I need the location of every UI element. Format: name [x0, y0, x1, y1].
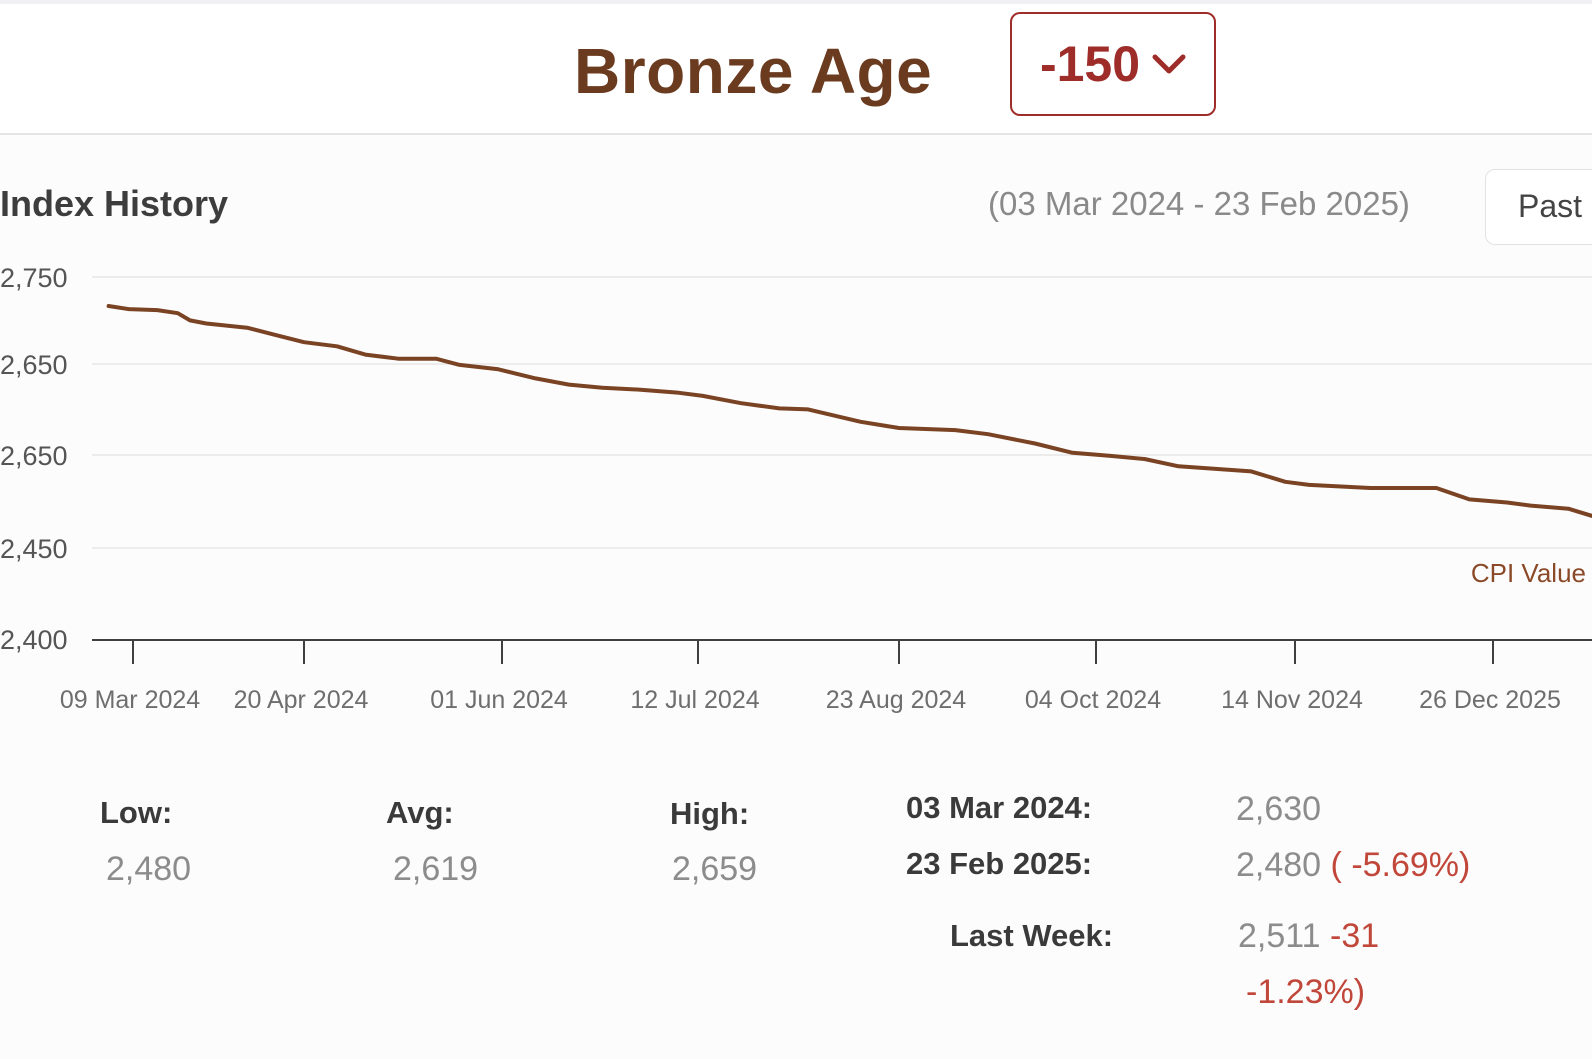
low-value: 2,480 [106, 850, 192, 888]
x-tick-label: 26 Dec 2025 [1419, 686, 1561, 714]
end-change: ( -5.69%) [1330, 846, 1471, 884]
page-title: Bronze Age [574, 35, 933, 107]
last-week-row: 2,511 -31 [1238, 917, 1379, 956]
y-tick-label: 2,650 [0, 350, 68, 380]
period-select-button[interactable]: Past [1485, 169, 1592, 245]
header-divider [0, 133, 1592, 135]
y-tick-label: 2,450 [0, 534, 68, 564]
y-tick-label: 2,750 [0, 263, 68, 293]
low-label: Low: [100, 795, 173, 830]
high-label: High: [670, 796, 750, 831]
avg-label: Avg: [386, 795, 454, 830]
series-label: CPI Value [1471, 558, 1586, 588]
x-tick-label: 12 Jul 2024 [630, 686, 759, 714]
x-tick-label: 09 Mar 2024 [60, 686, 200, 714]
date-range: (03 Mar 2024 - 23 Feb 2025) [988, 185, 1410, 222]
last-week-label: Last Week: [950, 918, 1114, 953]
start-date-label: 03 Mar 2024: [906, 790, 1093, 825]
start-value: 2,630 [1236, 790, 1322, 828]
header [0, 4, 1592, 134]
last-week-change: -31 [1330, 917, 1380, 955]
x-tick-label: 14 Nov 2024 [1221, 686, 1363, 714]
y-tick-label: 2,650 [0, 441, 68, 471]
top-edge [0, 0, 1592, 4]
chevron-down-icon [1152, 54, 1186, 74]
y-tick-label: 2,400 [0, 625, 68, 655]
last-week-percent: -1.23%) [1246, 973, 1366, 1011]
change-value: -150 [1039, 36, 1141, 92]
x-tick-label: 20 Apr 2024 [234, 686, 369, 714]
x-tick-label: 01 Jun 2024 [430, 686, 568, 714]
change-dropdown-button[interactable]: -150 [1010, 12, 1216, 116]
last-week-value: 2,511 [1238, 917, 1321, 955]
index-history-chart: 2,750 2,650 2,650 2,450 2,400 09 Mar 2024 20 A… [0, 263, 1592, 714]
end-date-label: 23 Feb 2025: [906, 846, 1093, 881]
avg-value: 2,619 [393, 850, 479, 888]
series-line-cpi-value [106, 304, 1592, 519]
x-tick-label: 23 Aug 2024 [826, 686, 967, 714]
x-tick-label: 04 Oct 2024 [1025, 686, 1161, 714]
end-value-row: 2,480 ( -5.69%) [1236, 846, 1470, 885]
high-value: 2,659 [672, 850, 758, 888]
end-value: 2,480 [1236, 846, 1322, 884]
section-title: Index History [0, 183, 229, 224]
